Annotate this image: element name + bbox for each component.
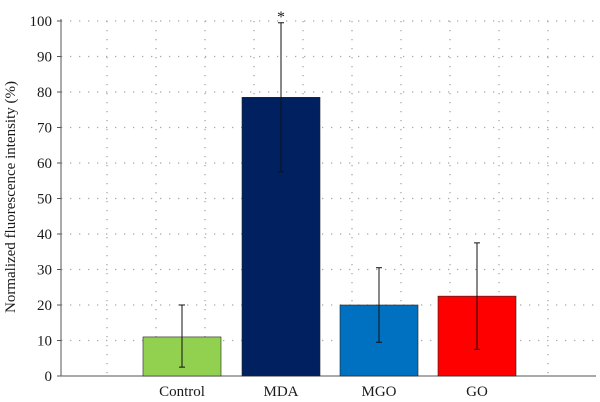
bars: [142, 97, 517, 377]
x-tick-label-mda: MDA: [263, 384, 298, 400]
y-tick-label: 70: [37, 121, 52, 137]
x-tick-label-mgo: MGO: [361, 384, 396, 400]
labels: 0 10 20 30 40 50 60 70 80 90 100 Control MDA MGO GO *: [30, 9, 488, 400]
x-tick-label-go: GO: [466, 384, 488, 400]
x-tick-label-control: Control: [159, 384, 205, 400]
y-tick-label: 0: [45, 369, 53, 385]
y-tick-label: 10: [37, 334, 52, 350]
y-tick-label: 40: [37, 227, 52, 243]
error-bars: [179, 22, 480, 368]
y-tick-label: 50: [37, 192, 52, 208]
y-tick-label: 80: [37, 85, 52, 101]
y-tick-label: 20: [37, 298, 52, 314]
y-tick-label: 90: [37, 50, 52, 66]
y-tick-label: 60: [37, 156, 52, 172]
y-tick-label: 30: [37, 263, 52, 279]
y-tick-label: 100: [30, 14, 53, 30]
significance-asterisk: *: [277, 9, 285, 26]
y-axis-label: Normalized fluorescence intensity (%): [3, 81, 19, 313]
